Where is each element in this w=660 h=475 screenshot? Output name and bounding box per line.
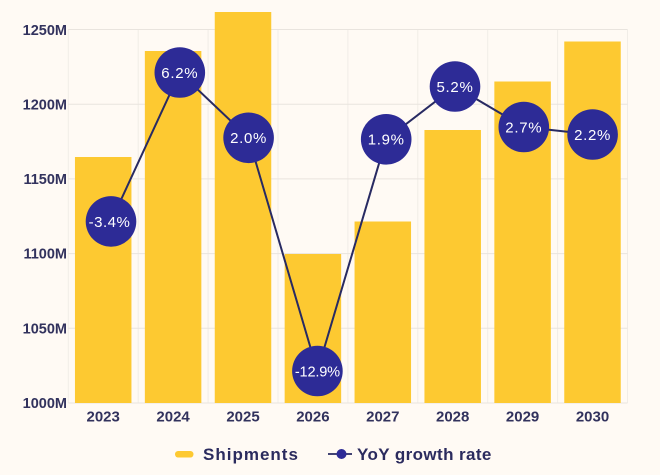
svg-text:2027: 2027 [366, 409, 399, 426]
svg-text:2026: 2026 [296, 409, 329, 426]
svg-text:2.7%: 2.7% [505, 119, 542, 136]
svg-text:1150M: 1150M [23, 172, 67, 188]
svg-text:Shipments: Shipments [203, 445, 299, 464]
svg-text:-12.9%: -12.9% [295, 364, 340, 380]
svg-text:2.2%: 2.2% [574, 127, 611, 144]
svg-text:2023: 2023 [87, 409, 120, 426]
svg-text:1.9%: 1.9% [368, 132, 405, 149]
svg-text:2028: 2028 [436, 409, 469, 426]
svg-text:2025: 2025 [226, 409, 259, 426]
svg-text:5.2%: 5.2% [437, 79, 474, 96]
svg-text:2024: 2024 [156, 409, 190, 426]
svg-text:2.0%: 2.0% [230, 130, 267, 147]
svg-text:6.2%: 6.2% [161, 65, 198, 82]
svg-text:1100M: 1100M [23, 247, 67, 263]
svg-text:1200M: 1200M [23, 98, 67, 114]
svg-text:1250M: 1250M [23, 23, 67, 39]
svg-text:1000M: 1000M [23, 396, 67, 412]
svg-text:2029: 2029 [506, 409, 539, 426]
svg-text:-3.4%: -3.4% [89, 214, 131, 231]
svg-text:2030: 2030 [576, 409, 609, 426]
svg-text:YoY growth rate: YoY growth rate [357, 445, 492, 464]
svg-text:1050M: 1050M [23, 322, 67, 338]
